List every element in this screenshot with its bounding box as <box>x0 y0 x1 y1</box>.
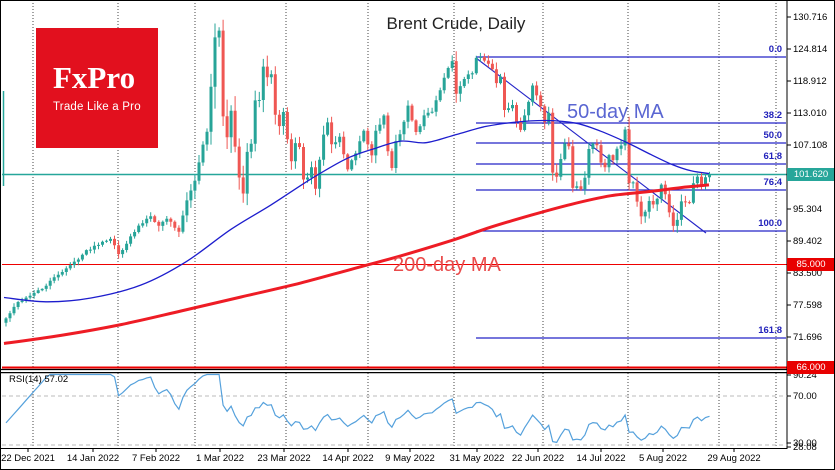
candlesticks <box>4 19 711 327</box>
fib-level-label: 100.0 <box>758 218 782 229</box>
price-axis-tick: 130.716 <box>793 11 828 23</box>
fib-level-label: 38.2 <box>763 110 783 121</box>
ma50-line <box>3 119 710 303</box>
price-badge: 85.000 <box>787 257 834 271</box>
fib-level-label: 161.8 <box>758 325 782 336</box>
rsi-line <box>5 373 710 444</box>
price-badge: 66.000 <box>787 360 834 374</box>
logo-brand-text: FxPro <box>53 60 136 95</box>
panel-separator <box>1 368 787 374</box>
descending-trendline <box>475 57 707 234</box>
x-axis-date-label: 29 Aug 2022 <box>707 453 761 464</box>
price-axis-tick: 124.814 <box>793 43 828 55</box>
price-axis-tick: 89.402 <box>793 235 823 247</box>
x-axis-date-label: 31 May 2022 <box>449 453 505 464</box>
price-badge: 101.620 <box>787 167 834 181</box>
x-axis-date-label: 14 Jul 2022 <box>576 453 626 464</box>
price-axis-tick: 118.912 <box>793 75 827 87</box>
logo-tagline: Trade Like a Pro <box>53 101 141 113</box>
axis-tick-marks <box>27 16 791 452</box>
x-axis-date-label: 23 Mar 2022 <box>257 453 311 464</box>
chart-title: Brent Crude, Daily <box>386 14 526 33</box>
price-axis-tick: 107.108 <box>793 139 828 151</box>
price-axis-tick: 83.500 <box>793 267 823 279</box>
x-axis-date-label: 22 Dec 2021 <box>1 453 55 464</box>
bear-candles <box>113 30 703 255</box>
rsi-axis-tick: 28.08 <box>793 441 817 453</box>
x-axis-date-label: 14 Apr 2022 <box>322 453 374 464</box>
rsi-levels <box>2 395 787 446</box>
x-axis-date-label: 22 Jun 2022 <box>511 453 565 464</box>
x-axis-date-label: 5 Aug 2022 <box>638 453 688 464</box>
price-axis-tick: 71.696 <box>793 331 823 343</box>
ma200-line <box>3 183 710 346</box>
rsi-indicator-label: RSI(14) 57.02 <box>9 374 69 385</box>
price-axis-tick: 95.304 <box>793 203 823 215</box>
x-axis-date-label: 14 Jan 2022 <box>66 453 120 464</box>
ma200-label: 200-day MA <box>393 254 501 276</box>
rsi-axis-tick: 90.24 <box>793 369 817 381</box>
x-axis-date-label: 7 Feb 2022 <box>131 453 181 464</box>
x-axis-date-label: 9 May 2022 <box>385 453 435 464</box>
fib-level-label: 61.8 <box>763 151 783 162</box>
price-axis-tick: 77.598 <box>793 299 823 311</box>
rsi-axis-tick: 70.00 <box>793 390 817 402</box>
red-horizontal-levels <box>2 264 787 369</box>
price-axis-tick: 113.010 <box>793 107 827 119</box>
fxpro-logo: FxPro Trade Like a Pro <box>36 28 158 148</box>
fibonacci-retracement-lines <box>476 56 786 339</box>
ma50-label: 50-day MA <box>567 101 664 123</box>
fib-level-label: 76.4 <box>763 177 783 188</box>
fib-level-label: 0.0 <box>768 44 782 55</box>
x-axis-date-label: 1 Mar 2022 <box>195 453 245 464</box>
bear-wicks <box>114 19 702 259</box>
rsi-axis-tick: 30.00 <box>793 437 817 449</box>
fib-level-label: 50.0 <box>763 130 783 141</box>
